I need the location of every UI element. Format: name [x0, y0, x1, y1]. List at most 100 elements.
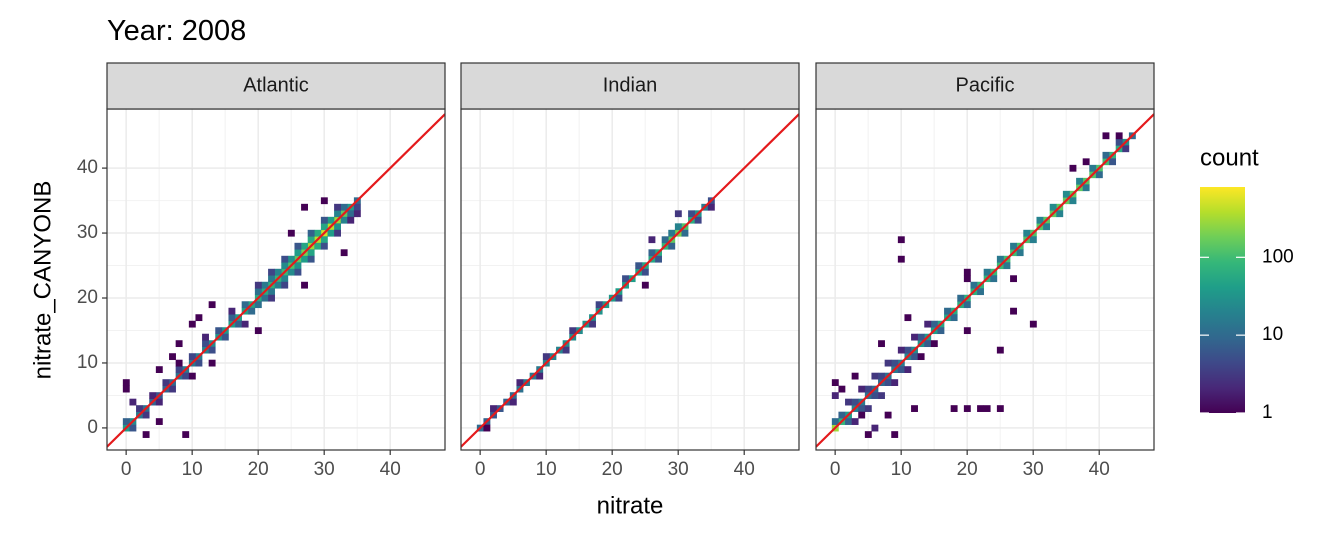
- bin: [169, 385, 176, 393]
- bin: [963, 301, 971, 309]
- x-tick-label: 10: [891, 459, 912, 480]
- bin: [516, 379, 524, 386]
- bin: [268, 288, 275, 296]
- bin: [884, 359, 892, 367]
- x-tick-label: 30: [1023, 459, 1044, 480]
- bin: [944, 307, 951, 315]
- bin: [831, 392, 839, 399]
- bin: [963, 268, 971, 276]
- bin: [268, 268, 275, 276]
- bin: [1069, 164, 1077, 172]
- bin: [175, 359, 183, 367]
- chart-title: Year: 2008: [107, 15, 246, 47]
- colorbar-label: 100: [1262, 246, 1294, 267]
- bin: [155, 398, 163, 406]
- bin: [917, 333, 925, 341]
- bin: [129, 424, 137, 432]
- bin: [983, 268, 991, 276]
- bin: [897, 346, 905, 354]
- bin: [268, 294, 275, 302]
- x-tick-label: 10: [182, 459, 203, 480]
- bin: [1010, 242, 1017, 250]
- bin: [615, 294, 623, 302]
- bin: [595, 301, 603, 309]
- bin: [301, 255, 308, 263]
- bin: [340, 216, 348, 224]
- bin: [327, 229, 335, 237]
- reference-line: [107, 113, 445, 448]
- bin: [878, 340, 885, 348]
- bin: [674, 210, 682, 218]
- bin: [254, 281, 262, 289]
- bin: [353, 203, 361, 211]
- bin: [307, 249, 315, 257]
- bin: [294, 249, 302, 257]
- bin: [845, 398, 852, 406]
- bin: [851, 398, 859, 406]
- bin: [1010, 275, 1017, 283]
- bin: [294, 242, 302, 250]
- bin: [1082, 184, 1090, 192]
- y-tick-label: 10: [77, 352, 98, 373]
- bin: [314, 242, 322, 250]
- bin: [261, 294, 269, 302]
- bin: [320, 197, 328, 205]
- bin: [347, 210, 355, 218]
- bin: [858, 411, 866, 419]
- bin: [977, 288, 984, 296]
- x-tick-label: 0: [121, 459, 132, 480]
- colorbar-label: 1: [1262, 402, 1273, 423]
- bin: [1043, 223, 1050, 231]
- bin: [307, 236, 315, 244]
- bin: [334, 203, 341, 211]
- bin: [891, 359, 899, 367]
- bin: [897, 366, 905, 374]
- bin: [188, 353, 196, 361]
- bin: [668, 242, 676, 250]
- bin: [301, 242, 308, 250]
- legend-title: count: [1200, 144, 1259, 171]
- strip-label: Atlantic: [243, 74, 309, 96]
- bin: [490, 405, 497, 412]
- bin: [864, 431, 872, 438]
- bin: [281, 255, 289, 263]
- bin: [904, 366, 912, 374]
- bin: [1003, 262, 1011, 270]
- bin: [122, 385, 130, 393]
- bin: [911, 405, 918, 412]
- bin: [136, 405, 143, 412]
- bin: [950, 405, 958, 412]
- bin: [188, 372, 196, 380]
- bin: [1122, 145, 1130, 153]
- bin: [301, 203, 308, 211]
- bin: [221, 333, 229, 341]
- bin: [838, 385, 846, 393]
- bin: [1069, 197, 1077, 205]
- bin: [963, 327, 971, 335]
- bin: [871, 372, 879, 380]
- x-tick-label: 20: [248, 459, 269, 480]
- bin: [182, 372, 190, 380]
- bin: [327, 216, 335, 224]
- bin: [208, 346, 216, 354]
- bin: [261, 281, 269, 289]
- bin: [307, 255, 315, 263]
- bin: [320, 223, 328, 231]
- colorbar-label: 10: [1262, 324, 1283, 345]
- bin: [122, 379, 130, 386]
- bin: [1115, 138, 1123, 146]
- bin: [661, 236, 669, 244]
- bin: [294, 268, 302, 276]
- bin: [924, 340, 932, 348]
- bin: [884, 411, 892, 419]
- bin: [655, 255, 662, 263]
- y-tick-label: 20: [77, 287, 98, 308]
- bin: [320, 216, 328, 224]
- strip-label: Pacific: [956, 74, 1015, 96]
- x-tick-label: 0: [475, 459, 486, 480]
- bin: [281, 281, 289, 289]
- x-tick-label: 40: [1089, 459, 1110, 480]
- bin: [149, 392, 157, 399]
- bin: [281, 275, 289, 283]
